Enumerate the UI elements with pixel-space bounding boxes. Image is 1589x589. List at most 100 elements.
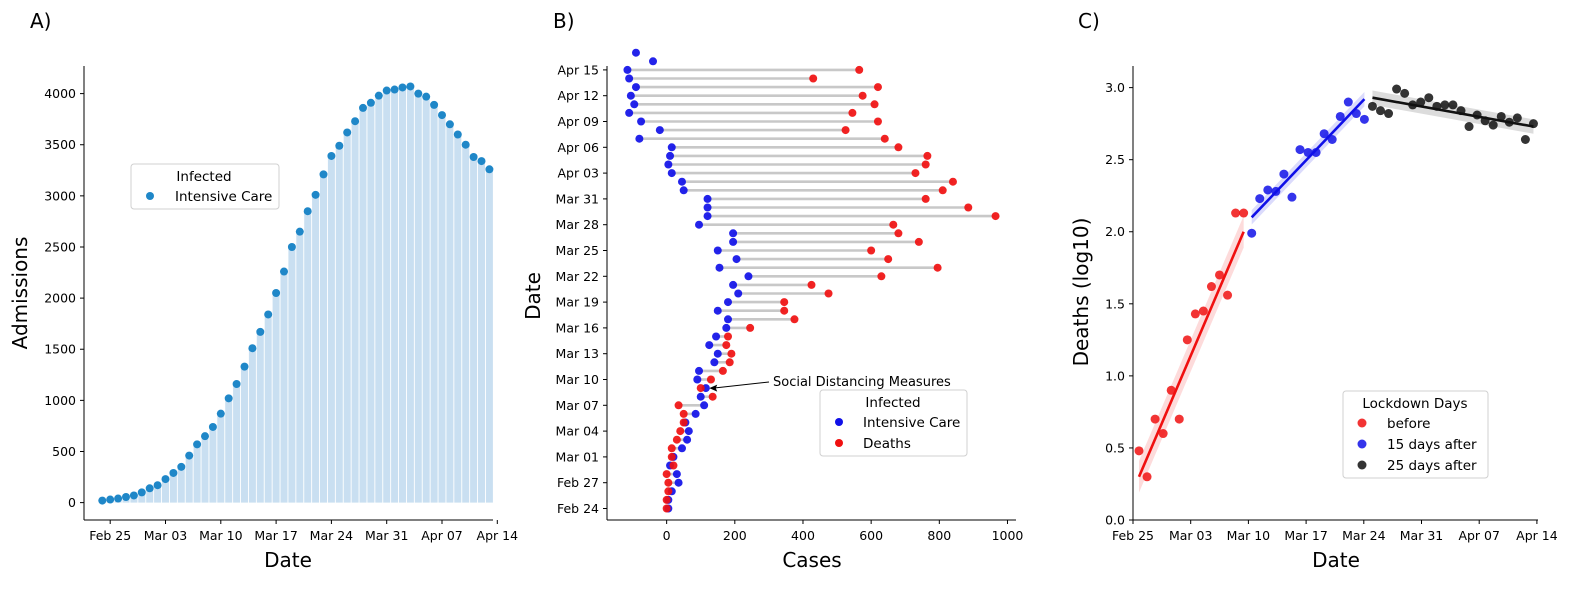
y-tick-label: 2000 [44, 291, 76, 306]
intensive-care-point [374, 91, 383, 100]
x-tick-label: Apr 14 [1516, 528, 1558, 543]
x-tick-label: 800 [927, 528, 951, 543]
legend: Lockdown Days before 15 days after 25 days … [1342, 390, 1489, 479]
intensive-care-point [382, 86, 391, 95]
legend-marker [146, 192, 154, 200]
admission-bar [312, 194, 320, 503]
intensive-care-point [734, 289, 743, 298]
y-tick-label: Mar 01 [556, 449, 599, 464]
admission-bar [406, 86, 414, 503]
fit-line [1137, 231, 1245, 478]
legend-box [819, 389, 968, 457]
data-point [1416, 97, 1426, 107]
intensive-care-point [366, 98, 375, 107]
intensive-care-point [626, 91, 635, 100]
admission-bar [399, 87, 406, 503]
data-point [1367, 101, 1377, 111]
x-tick-label: Mar 10 [199, 528, 243, 543]
admission-bar [335, 145, 343, 503]
intensive-care-point [145, 484, 154, 493]
admission-bar [169, 472, 177, 503]
data-point [1496, 111, 1506, 121]
admission-bar [296, 231, 304, 503]
intensive-care-point [201, 432, 209, 441]
intensive-care-point [359, 103, 367, 112]
data-point [1448, 100, 1458, 110]
intensive-care-point [712, 332, 721, 341]
deaths-point [964, 203, 973, 212]
y-tick-label: Apr 06 [557, 140, 599, 155]
y-tick-label: 2500 [44, 239, 76, 254]
legend-marker [835, 418, 843, 426]
intensive-care-point [724, 315, 732, 324]
intensive-care-point [631, 83, 640, 92]
admission-bar [280, 271, 288, 503]
data-point [1182, 335, 1192, 345]
intensive-care-point [256, 327, 265, 336]
data-point [1295, 145, 1305, 155]
y-tick-label: Mar 16 [556, 320, 600, 335]
admission-bar [225, 398, 233, 503]
intensive-care-point [674, 478, 683, 487]
data-point [1150, 414, 1160, 424]
intensive-care-point [713, 246, 722, 255]
y-tick-label: 2.5 [1105, 152, 1125, 167]
deaths-point [884, 255, 893, 264]
intensive-care-point [398, 83, 407, 92]
data-point [1400, 88, 1410, 98]
x-tick-label: Mar 03 [144, 528, 187, 543]
intensive-care-point [691, 409, 700, 418]
data-point [1142, 472, 1152, 482]
admission-bar [264, 314, 272, 503]
deaths-point [669, 461, 678, 470]
intensive-care-point [422, 92, 431, 101]
deaths-point [676, 427, 685, 436]
y-tick-label: 0 [68, 495, 76, 510]
intensive-care-point [295, 227, 304, 236]
y-tick-label: Feb 27 [557, 475, 599, 490]
y-tick-label: Mar 10 [556, 372, 600, 387]
y-tick-label: Mar 04 [556, 424, 600, 439]
x-axis-label: Date [264, 548, 312, 572]
intensive-care-point [625, 74, 634, 83]
x-tick-label: Apr 07 [1458, 528, 1500, 543]
deaths-point [725, 358, 734, 367]
intensive-care-point [438, 111, 446, 120]
legend-marker [835, 439, 843, 447]
y-tick-label: Mar 25 [556, 243, 599, 258]
data-point [1223, 290, 1233, 300]
intensive-care-point [710, 358, 719, 367]
deaths-point [667, 444, 676, 453]
x-tick-label: 200 [723, 528, 747, 543]
y-tick-label: 500 [52, 444, 76, 459]
admission-bar [438, 115, 446, 503]
x-axis-label: Cases [782, 548, 841, 572]
intensive-care-point [729, 229, 738, 238]
deaths-point [938, 186, 947, 195]
intensive-care-point [700, 401, 709, 410]
admission-bar [233, 384, 241, 503]
panel-label: A) [30, 9, 51, 33]
intensive-care-point [703, 194, 712, 203]
panel-c: 0.0 0.5 1.0 1.5 2.0 2.5 3.0 Feb 25 Mar 03 Mar 10 M… [1069, 9, 1558, 572]
panel-a: 0 500 1000 1500 2000 2500 3000 3500 4000 Feb 25 Ma… [8, 9, 518, 572]
deaths-point [911, 169, 920, 178]
intensive-care-point [732, 255, 741, 264]
data-point [1215, 270, 1224, 280]
intensive-care-point [114, 494, 123, 503]
intensive-care-point [137, 488, 146, 497]
intensive-care-point [630, 100, 639, 109]
y-tick-label: Mar 19 [556, 295, 600, 310]
deaths-point [841, 126, 850, 135]
y-tick-label: 0.5 [1105, 440, 1125, 455]
intensive-care-point [672, 470, 681, 479]
intensive-care-point [248, 344, 257, 353]
intensive-care-point [649, 57, 658, 66]
deaths-point [662, 470, 671, 479]
x-tick-label: Apr 14 [477, 528, 519, 543]
data-point [1134, 446, 1144, 456]
legend-entry: Deaths [863, 436, 911, 452]
legend-title: Lockdown Days [1362, 396, 1467, 412]
deaths-point [923, 151, 932, 160]
deaths-point [855, 65, 864, 74]
